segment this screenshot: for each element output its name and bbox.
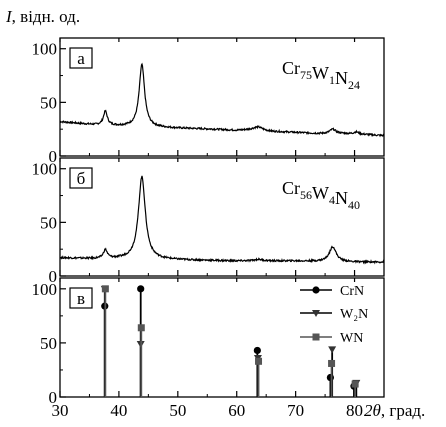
panel-label-text: а bbox=[77, 49, 85, 68]
marker-triangle bbox=[312, 310, 320, 317]
x-tick-label: 80 bbox=[346, 401, 363, 420]
element-subscript: 24 bbox=[348, 78, 360, 92]
element-symbol: W bbox=[312, 63, 329, 83]
marker-circle bbox=[312, 286, 320, 294]
x-tick-label: 40 bbox=[110, 401, 127, 420]
element-subscript: 4 bbox=[329, 193, 335, 207]
marker-square bbox=[312, 333, 320, 341]
element-symbol: N bbox=[335, 188, 348, 208]
element-subscript: 1 bbox=[329, 73, 335, 87]
diffraction-curve bbox=[59, 175, 385, 265]
marker-circle bbox=[137, 285, 145, 293]
series-triangle-down bbox=[100, 285, 361, 397]
element-symbol: N bbox=[335, 68, 348, 88]
composition-label: Cr56W4N40 bbox=[282, 178, 360, 212]
marker-triangle bbox=[328, 346, 337, 354]
element-subscript: 75 bbox=[300, 68, 312, 82]
y-axis-title: I, відн. од. bbox=[5, 7, 80, 26]
panel-label: б bbox=[69, 167, 93, 189]
element-symbol: Cr bbox=[282, 58, 300, 78]
legend-label: WN bbox=[340, 331, 363, 346]
y-tick-label: 100 bbox=[32, 40, 58, 59]
element-subscript: 40 bbox=[348, 198, 360, 212]
y-tick-label: 0 bbox=[49, 267, 58, 286]
element-symbol: Cr bbox=[282, 178, 300, 198]
x-axis-tick-labels: 30 40 50 60 70 80 bbox=[52, 401, 364, 420]
panel-a: 0 50 100 а Cr75W1N24 bbox=[32, 37, 385, 166]
panel-label: в bbox=[69, 287, 93, 309]
y-tick-label: 100 bbox=[32, 280, 58, 299]
panel-label: а bbox=[69, 47, 93, 69]
panel-label-text: в bbox=[77, 289, 85, 308]
composition-label: Cr75W1N24 bbox=[282, 58, 360, 92]
marker-square bbox=[137, 324, 145, 332]
panel-c: 0 50 100 в CrN W₂N WN bbox=[32, 277, 385, 407]
legend: CrN W₂N WN bbox=[300, 284, 368, 346]
diffraction-curve bbox=[59, 62, 385, 138]
marker-square bbox=[328, 359, 336, 367]
panel-label-text: б bbox=[77, 169, 86, 188]
legend-label: W₂N bbox=[340, 307, 368, 322]
x-tick-label: 50 bbox=[169, 401, 186, 420]
panel-frame bbox=[59, 157, 385, 277]
x-tick-label: 70 bbox=[287, 401, 304, 420]
y-tick-label: 50 bbox=[40, 334, 57, 353]
y-tick-label: 50 bbox=[40, 213, 57, 232]
panel-frame bbox=[59, 277, 385, 398]
panel-frame bbox=[59, 37, 385, 157]
y-tick-label: 0 bbox=[49, 388, 58, 407]
marker-square bbox=[101, 285, 109, 293]
x-axis-title: 2θ, град. bbox=[364, 401, 425, 420]
element-symbol: W bbox=[312, 183, 329, 203]
panel-b: 0 50 100 б Cr56W4N40 bbox=[32, 157, 385, 286]
x-tick-label: 60 bbox=[228, 401, 245, 420]
marker-square bbox=[255, 357, 263, 365]
y-tick-label: 50 bbox=[40, 93, 57, 112]
legend-label: CrN bbox=[340, 284, 364, 299]
marker-circle bbox=[253, 346, 261, 355]
y-tick-label: 100 bbox=[32, 160, 58, 179]
marker-square bbox=[351, 380, 359, 388]
element-subscript: 56 bbox=[300, 188, 312, 202]
x-tick-label: 30 bbox=[52, 401, 69, 420]
y-tick-label: 0 bbox=[49, 147, 58, 166]
series-square bbox=[101, 285, 359, 397]
